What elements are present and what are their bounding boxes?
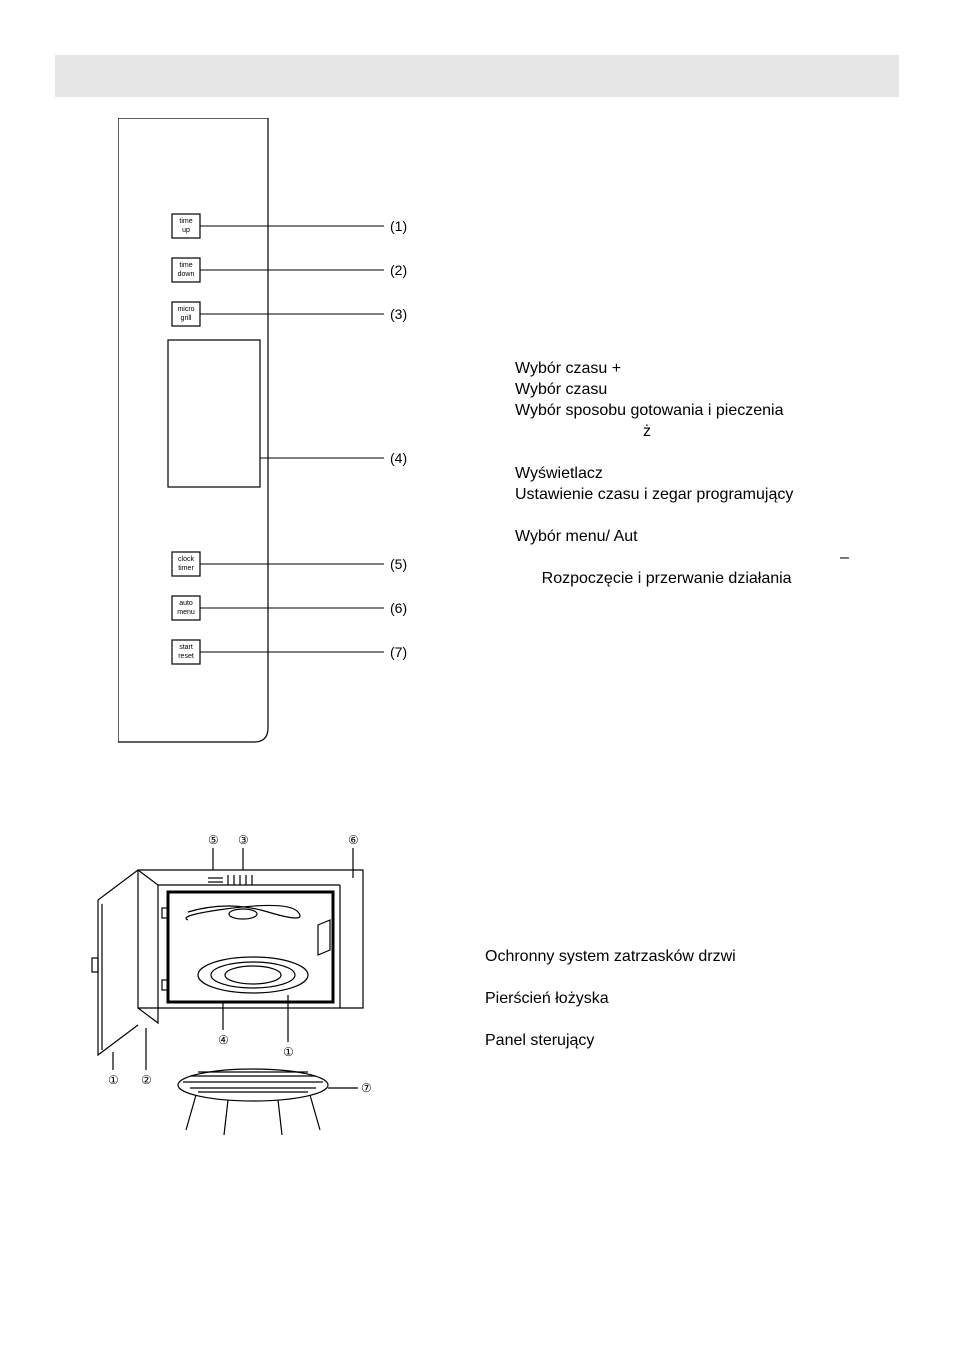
- callout-5: (5): [390, 556, 407, 572]
- legend-top-orphan-z: ż: [515, 421, 895, 442]
- callout-3: (3): [390, 306, 407, 322]
- legend-top-line-7-text: Rozpoczęcie i przerwanie działania: [542, 570, 792, 587]
- legend-top-line-4: Wyświetlacz: [515, 463, 895, 484]
- mw-mark-2: ②: [141, 1073, 152, 1087]
- microwave-diagram: ⑤ ③ ⑥: [78, 830, 378, 1140]
- legend-top-line-6: Wybór menu/ Aut: [515, 526, 895, 547]
- legend-top-line-7: Rozpoczęcie i przerwanie działania –: [515, 547, 895, 631]
- button-clock-timer-label1: clock: [178, 556, 194, 563]
- mw-mark-1b: ①: [108, 1073, 119, 1087]
- callout-2: (2): [390, 262, 407, 278]
- legend-top-line-2: Wybór czasu: [515, 379, 895, 400]
- button-time-down-label1: time: [179, 262, 192, 269]
- button-auto-menu-label1: auto: [179, 600, 193, 607]
- legend-top: Wybór czasu + Wybór czasu Wybór sposobu …: [515, 358, 895, 631]
- button-clock-timer-label2: timer: [178, 565, 194, 572]
- button-time-up-label1: time: [179, 218, 192, 225]
- legend-top-line-3: Wybór sposobu gotowania i pieczenia: [515, 400, 895, 421]
- button-start-reset-label2: reset: [178, 653, 194, 660]
- mw-mark-7: ⑦: [361, 1081, 372, 1095]
- legend-bottom-line-1: Ochronny system zatrzasków drzwi: [485, 946, 885, 967]
- callout-7: (7): [390, 644, 407, 660]
- legend-bottom: Ochronny system zatrzasków drzwi Pierści…: [485, 946, 885, 1051]
- legend-bottom-line-3: Panel sterujący: [485, 1030, 885, 1051]
- button-time-up-label2: up: [182, 227, 190, 234]
- button-auto-menu-label2: menu: [177, 609, 195, 616]
- legend-bottom-line-2: Pierścień łożyska: [485, 988, 885, 1009]
- display-box: [168, 340, 260, 487]
- mw-mark-5: ⑤: [208, 833, 219, 847]
- mw-mark-3: ③: [238, 833, 249, 847]
- callout-6: (6): [390, 600, 407, 616]
- button-time-down-label2: down: [178, 271, 195, 278]
- callout-1: (1): [390, 218, 407, 234]
- mw-mark-4: ④: [218, 1033, 229, 1047]
- header-gray-bar: [55, 55, 899, 97]
- legend-top-line-5: Ustawienie czasu i zegar programujący: [515, 484, 895, 505]
- button-micro-grill-label1: micro: [177, 306, 194, 313]
- mw-mark-1a: ①: [283, 1045, 294, 1059]
- mw-mark-6: ⑥: [348, 833, 359, 847]
- button-start-reset-label1: start: [179, 644, 193, 651]
- control-panel-diagram: time up (1) time down (2) micro grill (3…: [118, 118, 425, 743]
- legend-top-line-1: Wybór czasu +: [515, 358, 895, 379]
- callout-4: (4): [390, 450, 407, 466]
- button-micro-grill-label2: grill: [181, 315, 192, 322]
- legend-top-dash: –: [840, 547, 849, 568]
